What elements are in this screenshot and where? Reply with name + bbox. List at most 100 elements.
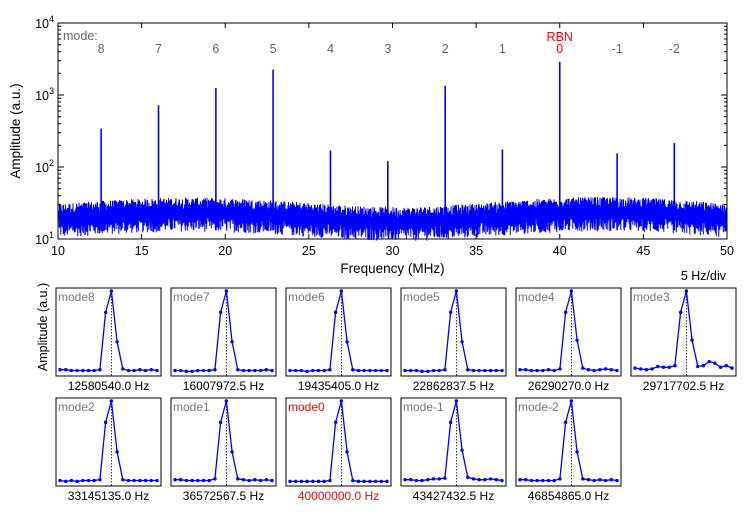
mode-trace-point	[379, 368, 383, 373]
mode-trace-point	[650, 367, 654, 371]
mode-trace-point	[345, 450, 349, 454]
mode-trace-point	[126, 368, 131, 373]
mode-trace-point	[316, 479, 321, 484]
mode-trace-point	[126, 478, 131, 483]
mode-number-label: 4	[327, 42, 334, 56]
mode-trace-point	[488, 368, 493, 373]
mode-frequency-label: 43427432.5 Hz	[413, 489, 494, 503]
mode-trace-point	[98, 478, 102, 482]
mode-trace-point	[236, 368, 240, 372]
mode-panel-mode-2: mode-2 46854865.0 Hz	[515, 397, 622, 503]
x-tick-label: 10	[51, 244, 65, 258]
mode-trace-point	[58, 478, 62, 483]
mode-frequency-label: 46854865.0 Hz	[528, 489, 609, 503]
mode-trace-point	[437, 368, 441, 373]
mode-trace-point	[494, 368, 498, 373]
mode-trace-point	[356, 368, 361, 373]
mode-trace-point	[213, 477, 217, 481]
mode-trace-point	[138, 478, 142, 483]
mode-trace-point	[247, 478, 251, 483]
mode-trace-point	[558, 477, 562, 481]
mode-trace-point	[437, 477, 441, 481]
mode-title: mode1	[173, 400, 210, 414]
mode-trace-point	[322, 368, 326, 373]
mode-trace-point	[92, 368, 96, 373]
mode-trace-point	[454, 289, 459, 293]
mode-trace-point	[230, 450, 234, 454]
mode-trace-point	[196, 478, 200, 483]
mode-trace-point	[443, 476, 447, 480]
mode-number-label: 6	[212, 42, 219, 56]
mode-number-label: 2	[442, 42, 449, 56]
mode-panel-mode-1: mode-1 43427432.5 Hz	[400, 397, 507, 503]
mode-trace-point	[207, 368, 211, 373]
mode-trace-point	[258, 478, 263, 483]
mode-trace-point	[236, 477, 240, 481]
mode-trace-point	[524, 368, 528, 372]
mode-trace-point	[448, 310, 453, 315]
mode-trace-point	[81, 478, 85, 483]
mode-trace-point	[633, 366, 637, 370]
mode-trace-point	[471, 477, 476, 481]
mode-title: mode5	[403, 290, 440, 304]
mode-trace-point	[86, 368, 91, 373]
mode-trace-point	[201, 478, 206, 483]
mode-trace-point	[121, 367, 125, 371]
mode-trace-point	[299, 368, 304, 373]
mode-trace-point	[201, 368, 206, 373]
x-tick-label: 15	[135, 244, 149, 258]
mode-trace-point	[552, 368, 556, 373]
mode-trace-point	[362, 368, 366, 373]
mode-trace-point	[213, 368, 217, 372]
x-tick-label: 40	[553, 244, 567, 258]
mode-trace-point	[667, 365, 671, 369]
mode-trace-point	[224, 399, 229, 403]
mode-trace-point	[294, 479, 298, 484]
mode-trace-point	[132, 478, 136, 483]
mode-trace-point	[368, 368, 372, 373]
x-tick-label: 35	[469, 244, 483, 258]
mode-trace-point	[294, 368, 298, 373]
mode-trace-point	[288, 368, 292, 373]
mode-trace-point	[288, 479, 292, 484]
mode-trace-point	[558, 367, 562, 371]
mode-trace-point	[701, 363, 706, 368]
mode-trace-point	[64, 479, 68, 484]
mode-trace-point	[121, 478, 125, 482]
mode-trace-point	[173, 368, 177, 373]
mode-trace-point	[541, 478, 545, 483]
mode-trace-point	[488, 477, 493, 481]
mode-title: mode8	[58, 290, 95, 304]
mode-trace-point	[351, 368, 355, 372]
mode-trace-point	[529, 478, 534, 483]
mode-trace-point	[713, 361, 717, 365]
mode-trace-point	[535, 368, 539, 373]
mode-trace-point	[460, 448, 464, 452]
mode-trace-point	[155, 368, 159, 373]
mode-trace-point	[362, 479, 366, 484]
x-tick-label: 50	[720, 244, 734, 258]
mode-trace-point	[143, 368, 148, 373]
x-tick-label: 45	[636, 244, 650, 258]
mode-trace-point	[299, 479, 304, 484]
mode-trace-point	[184, 369, 189, 374]
mode-trace-point	[592, 368, 596, 373]
mode-trace-point	[75, 479, 79, 484]
mode-trace-point	[339, 399, 344, 403]
mode-trace-point	[644, 368, 649, 372]
mode-frequency-label: 19435405.0 Hz	[298, 379, 379, 393]
mode-trace-point	[179, 478, 183, 482]
mode-frequency-label: 16007972.5 Hz	[183, 379, 264, 393]
mode-trace-point	[592, 478, 596, 483]
x-axis-label: Frequency (MHz)	[340, 261, 444, 276]
mode-trace-point	[115, 340, 119, 344]
mode-trace-point	[403, 368, 407, 373]
mode-trace-point	[500, 368, 504, 373]
mode-trace-point	[546, 478, 551, 483]
x-tick-label: 25	[302, 244, 316, 258]
mode-panel-mode3: mode3 29717702.5 Hz	[630, 287, 737, 393]
mode-trace-point	[518, 368, 522, 372]
mode-trace-point	[718, 365, 723, 369]
mode-trace-point	[81, 368, 85, 373]
